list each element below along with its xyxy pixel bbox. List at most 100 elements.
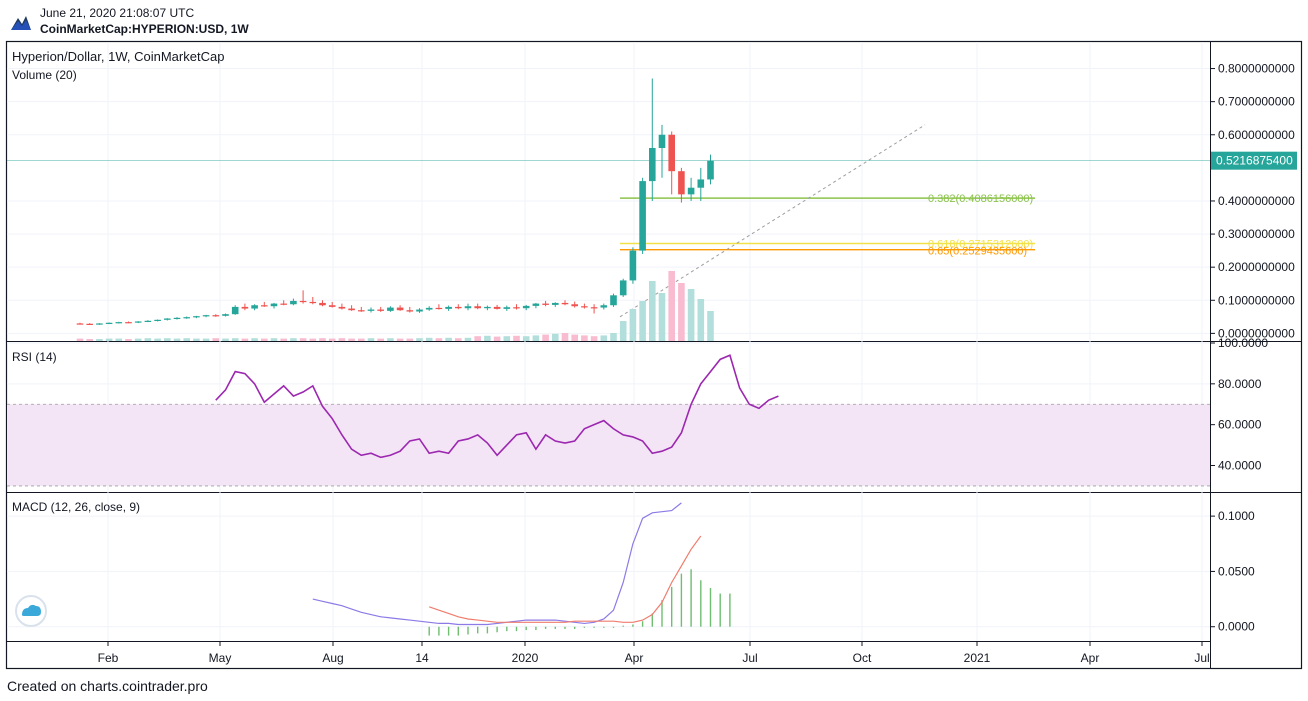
- volume-bar: [96, 339, 103, 341]
- volume-bar: [571, 334, 578, 341]
- candle-body: [105, 322, 113, 324]
- fib-level-label: 0.618(0.2715312600): [928, 239, 1033, 251]
- volume-bar: [377, 338, 384, 341]
- candle-body: [348, 308, 355, 311]
- price-tick-label: 0.8000000000: [1218, 62, 1295, 76]
- rsi-tick-label: 80.0000: [1218, 377, 1262, 391]
- rsi-line: [215, 354, 779, 459]
- volume-bar: [445, 337, 452, 341]
- candle-body: [493, 306, 501, 309]
- volume-bar: [629, 309, 637, 341]
- price-tick-label: 0.7000000000: [1218, 95, 1295, 109]
- candle-body: [687, 187, 695, 195]
- volume-bar: [513, 335, 520, 341]
- snapshot-date: June 21, 2020 21:08:07 UTC: [40, 6, 195, 20]
- candle-body: [658, 134, 666, 148]
- candle-body: [144, 320, 152, 322]
- rsi-tick-label: 60.0000: [1218, 418, 1262, 432]
- candle-body: [639, 181, 646, 251]
- volume-bar: [358, 338, 365, 341]
- volume-bar: [581, 335, 588, 341]
- volume-bar: [125, 339, 132, 341]
- volume-bar: [367, 338, 375, 341]
- candle-body: [154, 319, 161, 322]
- volume-bar: [86, 339, 93, 341]
- candle-body: [629, 250, 637, 281]
- volume-bar: [261, 338, 268, 341]
- candle-body: [600, 305, 608, 308]
- rsi-tick-label: 40.0000: [1218, 459, 1262, 473]
- candle-body: [367, 309, 375, 311]
- volume-bar: [134, 338, 142, 341]
- volume-bar: [532, 335, 540, 341]
- cointrader-badge[interactable]: [15, 595, 47, 627]
- candle-body: [319, 302, 326, 306]
- volume-bar: [144, 338, 152, 341]
- time-tick-label: Feb: [98, 651, 119, 665]
- volume-bar: [348, 338, 355, 341]
- candle-body: [590, 307, 598, 309]
- volume-bar: [590, 336, 598, 341]
- candle-body: [193, 316, 200, 318]
- axis-labels: Feb May Aug 14 2020 Apr Jul Oct 2021 Apr Jul 0.8000…: [98, 62, 1297, 665]
- candle-body: [183, 317, 190, 319]
- candle-body: [96, 323, 103, 325]
- volume-bar: [202, 338, 210, 341]
- candle-body: [697, 179, 705, 188]
- volume-bar: [552, 333, 559, 341]
- volume-bar: [639, 301, 646, 341]
- chart-grid: [7, 42, 1210, 641]
- candle-body: [571, 304, 578, 307]
- volume-bar: [241, 338, 249, 341]
- candle-body: [76, 323, 84, 325]
- price-tick-label: 0.2000000000: [1218, 260, 1295, 274]
- volume-bars: [76, 271, 714, 341]
- volume-bar: [319, 338, 326, 341]
- volume-bar: [290, 338, 297, 341]
- volume-bar: [280, 338, 287, 341]
- volume-bar: [416, 338, 423, 341]
- candle-body: [241, 306, 249, 309]
- candle-body: [115, 322, 123, 324]
- volume-bar: [658, 293, 666, 341]
- symbol-label: CoinMarketCap:HYPERION:USD, 1W: [40, 22, 249, 36]
- time-tick-label: Jul: [1194, 651, 1209, 665]
- volume-bar: [697, 299, 705, 341]
- fib-level-label: 0.65(0.2529435600): [928, 246, 1027, 258]
- candle-body: [668, 134, 675, 172]
- candle-body: [678, 171, 685, 195]
- volume-bar: [619, 321, 627, 341]
- candle-body: [387, 307, 394, 311]
- candle-body: [231, 306, 239, 315]
- candle-body: [649, 148, 656, 182]
- macd-tick-label: 0.0000: [1218, 620, 1255, 634]
- candle-body: [202, 315, 210, 317]
- tradingview-logo-icon: [10, 10, 32, 32]
- last-price-label: 0.5216875400: [1216, 154, 1293, 168]
- volume-bar: [542, 334, 549, 341]
- candle-body: [396, 307, 404, 311]
- macd-tick-label: 0.0500: [1218, 564, 1255, 578]
- candle-body: [552, 302, 559, 305]
- candle-body: [173, 317, 181, 320]
- price-tick-label: 0.3000000000: [1218, 227, 1295, 241]
- volume-bar: [678, 283, 685, 341]
- volume-bar: [484, 335, 491, 341]
- volume-bar: [503, 336, 511, 341]
- chart-header: June 21, 2020 21:08:07 UTC CoinMarketCap…: [0, 0, 1308, 40]
- volume-bar: [610, 333, 617, 341]
- volume-title: Volume (20): [12, 68, 77, 82]
- volume-bar: [406, 338, 414, 341]
- candle-body: [134, 321, 142, 323]
- volume-bar: [668, 271, 675, 341]
- time-tick-label: Oct: [853, 651, 872, 665]
- candle-body: [707, 160, 714, 180]
- time-tick-label: Apr: [1081, 651, 1100, 665]
- candle-body: [619, 280, 627, 296]
- candle-body: [164, 318, 171, 320]
- candle-body: [280, 303, 287, 305]
- candle-body: [503, 307, 511, 309]
- volume-bar: [600, 335, 608, 341]
- volume-bar: [164, 338, 171, 341]
